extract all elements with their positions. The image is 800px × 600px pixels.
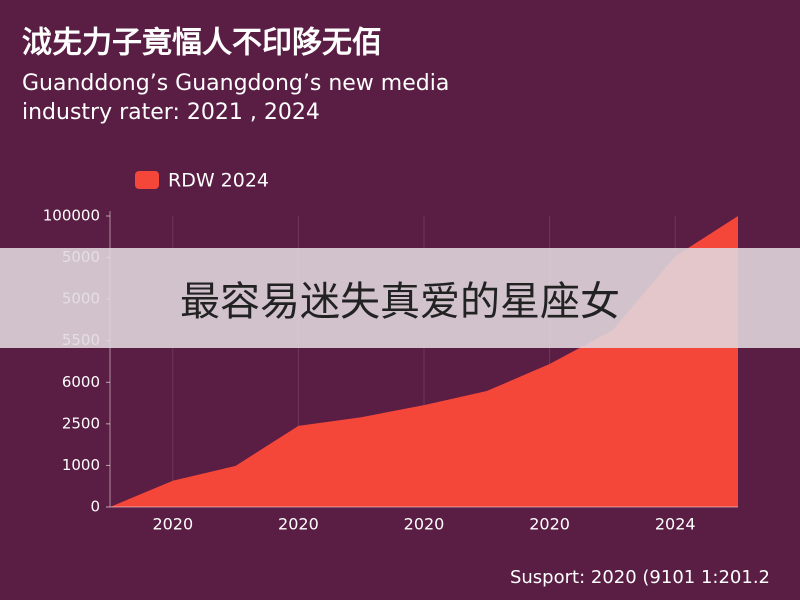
overlay-banner: 最容易迷失真爱的星座女 — [0, 248, 800, 348]
y-tick-label: 100000 — [43, 207, 100, 225]
area — [110, 216, 738, 507]
legend-label: RDW 2024 — [168, 170, 269, 192]
y-tick-label: 1000 — [62, 456, 100, 474]
x-tick-label: 2024 — [655, 515, 696, 534]
x-tick-label: 2020 — [152, 515, 193, 534]
y-tick-label: 2500 — [62, 414, 100, 432]
footer: Susport: 2020 (9101 1:201.2 — [510, 567, 770, 588]
x-tick-label: 2020 — [278, 515, 319, 534]
y-tick-label: 6000 — [62, 373, 100, 391]
chart-title: 泧兂力子竟愊人不印陊无佰 — [22, 26, 382, 61]
chart-subtitle: Guanddong’s Guangdong’s new media — [22, 71, 449, 96]
legend-swatch — [135, 171, 159, 189]
x-tick-label: 2020 — [404, 515, 445, 534]
y-tick-label: 0 — [90, 498, 100, 516]
chart-subtitle: industry rater: 2021 , 2024 — [22, 100, 320, 125]
x-tick-label: 2020 — [529, 515, 570, 534]
